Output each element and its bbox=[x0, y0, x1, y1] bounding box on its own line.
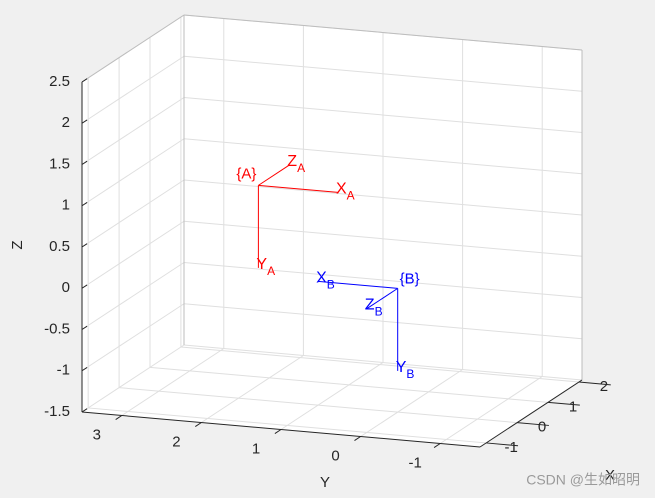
z-tick-label: -0.5 bbox=[44, 320, 70, 337]
tick-mark bbox=[433, 443, 441, 448]
z-tick-label: 2 bbox=[62, 114, 70, 131]
grid-line bbox=[201, 355, 304, 423]
tick-mark bbox=[81, 119, 88, 124]
z-tick-label: 2.5 bbox=[49, 73, 70, 90]
tick-mark bbox=[517, 422, 549, 426]
grid-line bbox=[360, 369, 463, 437]
grid-line bbox=[81, 97, 185, 165]
tick-mark bbox=[195, 422, 202, 427]
y-tick-label: 1 bbox=[252, 440, 260, 457]
grid-line bbox=[439, 376, 543, 444]
frame-label: {B} bbox=[400, 270, 420, 287]
tick-mark bbox=[354, 436, 361, 441]
grid-line bbox=[280, 362, 384, 430]
grid-line bbox=[81, 138, 185, 207]
y-tick-label: 0 bbox=[331, 447, 339, 464]
axis-subscript: A bbox=[297, 161, 305, 175]
x-axis-label: X bbox=[605, 467, 615, 484]
tick-mark bbox=[115, 415, 123, 420]
axis-subscript: A bbox=[347, 189, 355, 203]
grid-line bbox=[81, 303, 185, 372]
grid-line bbox=[121, 348, 225, 416]
axis-name: X bbox=[336, 181, 347, 198]
z-tick-label: 0.5 bbox=[49, 238, 70, 255]
y-tick-label: 2 bbox=[172, 433, 180, 450]
axis-name: Z bbox=[287, 153, 297, 170]
z-axis-label: Z bbox=[9, 240, 26, 249]
grid-line bbox=[183, 55, 583, 92]
z-tick-label: -1.5 bbox=[44, 403, 70, 420]
axis-subscript: B bbox=[327, 278, 335, 292]
axis-name: Y bbox=[256, 256, 267, 273]
box-edge bbox=[81, 14, 185, 83]
frame-axis-label: ZA bbox=[287, 153, 305, 175]
tick-mark bbox=[81, 284, 88, 289]
y-axis-label: Y bbox=[320, 474, 330, 491]
x-axis-line bbox=[479, 379, 583, 448]
tick-mark bbox=[81, 243, 88, 248]
z-tick-label: 1 bbox=[62, 197, 70, 214]
grid-line bbox=[81, 220, 185, 289]
tick-mark bbox=[274, 429, 282, 434]
grid-line bbox=[183, 179, 583, 216]
grid-line bbox=[81, 262, 185, 330]
grid-line bbox=[183, 138, 583, 175]
axis-name: X bbox=[316, 270, 327, 287]
x-tick-label: -1 bbox=[505, 439, 518, 456]
tick-mark bbox=[81, 325, 88, 330]
x-tick-label: 2 bbox=[600, 378, 608, 395]
axis-name: Z bbox=[365, 297, 375, 314]
axis-name: Y bbox=[396, 359, 407, 376]
frame-axis-label: YB bbox=[396, 359, 415, 381]
frame-axis bbox=[258, 164, 290, 186]
frame-axis-label: XB bbox=[316, 270, 335, 292]
axes-back bbox=[81, 14, 611, 448]
z-tick-label: -1 bbox=[57, 362, 70, 379]
frame-axis-label: XA bbox=[336, 181, 355, 203]
grid-line bbox=[81, 344, 185, 413]
frame-axis bbox=[258, 184, 339, 193]
axis-subscript: B bbox=[375, 305, 383, 319]
grid-line bbox=[81, 179, 185, 248]
axis-subscript: A bbox=[267, 264, 275, 278]
grid-line bbox=[183, 220, 583, 257]
y-tick-label: 3 bbox=[93, 426, 101, 443]
axis-subscript: B bbox=[406, 367, 414, 381]
z-tick-label: 1.5 bbox=[49, 155, 70, 172]
grid-line bbox=[81, 55, 185, 124]
tick-mark bbox=[81, 78, 88, 83]
tick-mark bbox=[81, 201, 88, 207]
x-tick-label: 0 bbox=[538, 419, 546, 436]
tick-mark bbox=[81, 160, 88, 165]
tick-mark bbox=[81, 408, 88, 413]
frame-axis-label: ZB bbox=[365, 297, 383, 319]
tick-mark bbox=[486, 442, 519, 447]
grid-line bbox=[183, 97, 583, 133]
frame-axis-label: YA bbox=[256, 256, 275, 278]
frame-axis bbox=[318, 280, 398, 289]
frame-label: {A} bbox=[236, 165, 256, 182]
tick-mark bbox=[81, 366, 88, 372]
watermark: CSDN @生如昭明 bbox=[526, 472, 640, 488]
box-edge bbox=[183, 14, 583, 51]
grid-line bbox=[183, 303, 583, 340]
grid-line bbox=[183, 344, 583, 381]
tick-mark bbox=[578, 381, 611, 386]
tick-mark bbox=[547, 401, 580, 406]
z-tick-label: 0 bbox=[62, 279, 70, 296]
grid-line bbox=[183, 262, 583, 298]
x-tick-label: 1 bbox=[569, 398, 577, 415]
frame-axis bbox=[366, 287, 398, 310]
y-tick-label: -1 bbox=[409, 454, 422, 471]
